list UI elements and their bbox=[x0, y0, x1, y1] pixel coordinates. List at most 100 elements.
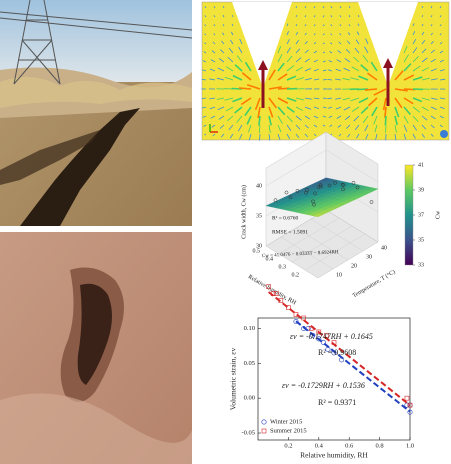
field-arrow bbox=[403, 54, 410, 63]
field-arrow bbox=[330, 6, 333, 9]
field-arrow bbox=[241, 72, 252, 81]
field-arrow bbox=[203, 124, 207, 127]
field-arrow bbox=[234, 64, 243, 72]
field-arrow bbox=[322, 24, 325, 27]
field-arrow bbox=[421, 31, 425, 36]
field-arrow bbox=[209, 106, 216, 110]
field-arrow bbox=[403, 45, 408, 54]
field-arrow bbox=[295, 124, 301, 130]
z-tick-label: 30 bbox=[256, 243, 262, 249]
field-arrow bbox=[327, 69, 333, 72]
observation-point bbox=[273, 198, 278, 203]
observation-point bbox=[355, 185, 360, 190]
field-arrow bbox=[231, 23, 234, 27]
grid-line bbox=[310, 218, 364, 252]
field-arrow bbox=[204, 42, 207, 45]
field-arrow bbox=[232, 74, 243, 81]
colorbar bbox=[404, 164, 414, 266]
field-arrow bbox=[327, 78, 333, 81]
field-arrow bbox=[322, 115, 327, 118]
field-arrow bbox=[201, 78, 207, 81]
field-arrow bbox=[218, 115, 225, 120]
field-arrow bbox=[295, 31, 299, 36]
field-arrow bbox=[217, 106, 225, 111]
field-arrow bbox=[304, 133, 308, 138]
field-arrow bbox=[238, 87, 252, 90]
r2-text: R² = 0.6760 bbox=[272, 215, 299, 221]
rmse-text: RMSE = 1.5091 bbox=[272, 229, 308, 235]
field-arrow bbox=[347, 32, 351, 36]
field-arrow bbox=[439, 97, 446, 100]
field-arrow bbox=[439, 69, 445, 72]
field-arrow bbox=[439, 24, 442, 27]
z-axis-label: Crack width, Cw (cm) bbox=[240, 185, 247, 239]
field-arrow bbox=[421, 57, 428, 63]
field-arrow bbox=[222, 15, 225, 18]
x-tick-label: 40 bbox=[381, 245, 387, 251]
field-arrow bbox=[351, 106, 360, 112]
field-arrow bbox=[345, 49, 351, 54]
field-arrow bbox=[384, 106, 387, 118]
field-arrow bbox=[346, 40, 351, 45]
x-axis-label: Relative humidity, RH bbox=[300, 451, 368, 460]
fit-equation: εv = -0.1747RH + 0.1645 bbox=[290, 332, 373, 341]
field-arrow bbox=[202, 115, 207, 118]
colorbar-tick-label: 35 bbox=[418, 237, 424, 243]
field-arrow bbox=[412, 65, 421, 72]
field-arrow bbox=[421, 23, 424, 27]
field-arrow bbox=[430, 24, 433, 27]
field-arrow bbox=[201, 106, 207, 109]
field-arrow bbox=[258, 124, 261, 134]
field-arrow bbox=[268, 115, 272, 126]
field-arrow bbox=[295, 57, 302, 63]
colorbar-tick-label: 37 bbox=[418, 212, 424, 218]
field-arrow bbox=[304, 68, 311, 72]
observation-point bbox=[288, 195, 293, 200]
field-arrow bbox=[322, 124, 326, 127]
field-arrow bbox=[356, 31, 360, 36]
field-arrow bbox=[394, 133, 397, 141]
field-arrow bbox=[236, 55, 243, 63]
field-arrow bbox=[375, 133, 378, 141]
grid-line bbox=[280, 236, 334, 270]
field-arrow bbox=[382, 97, 387, 111]
field-arrow bbox=[254, 97, 261, 111]
field-arrow bbox=[295, 66, 303, 72]
field-arrow bbox=[277, 115, 283, 124]
field-arrow bbox=[439, 115, 444, 119]
field-arrow bbox=[374, 124, 378, 133]
field-arrow bbox=[213, 6, 216, 9]
field-arrow bbox=[220, 133, 225, 138]
field-arrow bbox=[394, 106, 400, 118]
field-arrow bbox=[327, 106, 333, 109]
field-arrow bbox=[277, 124, 282, 133]
field-arrow bbox=[412, 47, 418, 54]
field-arrow bbox=[248, 124, 252, 133]
field-arrow bbox=[313, 97, 320, 100]
field-arrow bbox=[295, 48, 301, 54]
x-tick-label: 0.2 bbox=[284, 442, 292, 449]
field-arrow bbox=[356, 133, 360, 139]
field-arrow bbox=[330, 33, 333, 36]
field-arrow bbox=[430, 41, 434, 45]
field-arrow bbox=[348, 15, 351, 18]
field-arrow bbox=[430, 32, 433, 36]
field-arrow bbox=[277, 62, 285, 72]
observation-point bbox=[333, 181, 337, 185]
fit-line bbox=[268, 291, 411, 407]
fit-r2: R² = 0.9608 bbox=[318, 348, 356, 357]
field-arrow bbox=[334, 78, 342, 81]
field-arrow bbox=[348, 6, 351, 9]
field-arrow bbox=[203, 51, 207, 54]
x-tick-label: 10 bbox=[336, 272, 342, 278]
field-arrow bbox=[367, 72, 378, 81]
field-arrow bbox=[313, 24, 316, 27]
field-arrow bbox=[295, 77, 305, 81]
field-arrow bbox=[257, 106, 261, 119]
observation-point bbox=[369, 200, 374, 204]
grid-line bbox=[265, 149, 327, 187]
field-arrow bbox=[322, 51, 326, 54]
field-arrow bbox=[227, 115, 234, 122]
field-arrow bbox=[350, 77, 360, 81]
field-arrow bbox=[222, 32, 225, 36]
